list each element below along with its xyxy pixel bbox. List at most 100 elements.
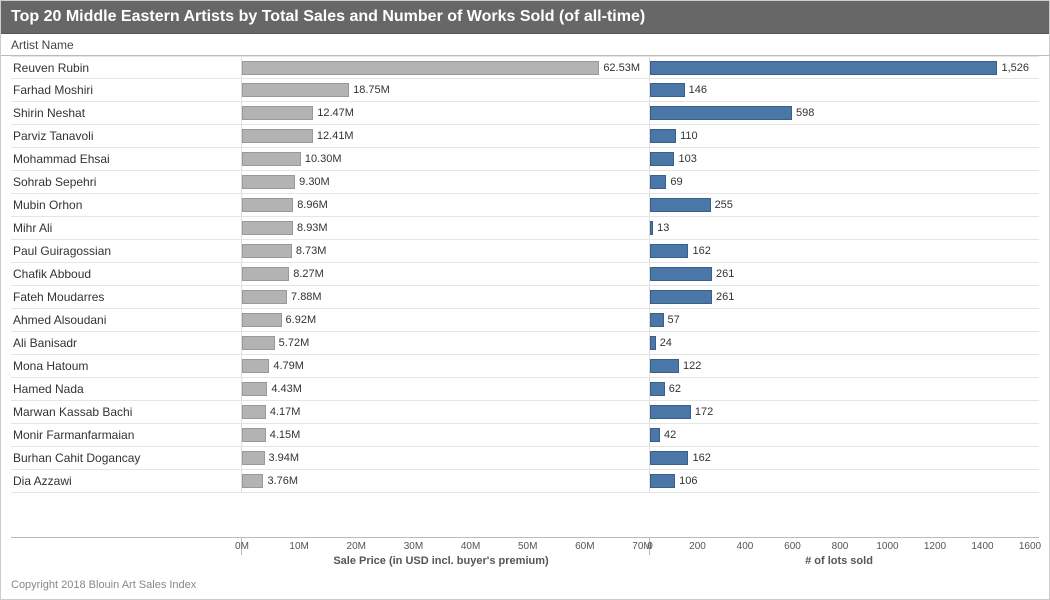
table-row: Dia Azzawi 3.76M 106 — [11, 470, 1039, 493]
sales-axis-label: Sale Price (in USD incl. buyer's premium… — [241, 555, 641, 573]
sales-cell: 4.17M — [241, 401, 641, 423]
lots-value-label: 1,526 — [1001, 62, 1029, 74]
table-row: Reuven Rubin62.53M1,526 — [11, 56, 1039, 79]
sales-axis-ticks: 0M10M20M30M40M50M60M70M — [241, 538, 641, 555]
axis-tick: 60M — [575, 541, 594, 552]
lots-bar — [650, 152, 674, 166]
table-row: Ahmed Alsoudani6.92M57 — [11, 309, 1039, 332]
sales-value-label: 62.53M — [603, 62, 640, 74]
lots-value-label: 172 — [695, 406, 713, 418]
chart-area: Reuven Rubin62.53M1,526Farhad Moshiri18.… — [1, 56, 1049, 573]
sales-value-label: 12.41M — [317, 130, 354, 142]
axis-tick: 1600 — [1019, 541, 1041, 552]
table-row: Farhad Moshiri 18.75M 146 — [11, 79, 1039, 102]
lots-cell: 122 — [649, 355, 1029, 377]
sales-cell: 8.93M — [241, 217, 641, 239]
table-row: Paul Guiragossian8.73M162 — [11, 240, 1039, 263]
artist-name: Ali Banisadr — [11, 336, 241, 350]
lots-bar — [650, 336, 656, 350]
lots-bar — [650, 428, 660, 442]
lots-bar — [650, 61, 997, 75]
lots-bar — [650, 244, 688, 258]
sales-bar — [242, 129, 313, 143]
lots-value-label: 103 — [678, 153, 696, 165]
table-row: Mohammad Ehsai10.30M 103 — [11, 148, 1039, 171]
lots-bar — [650, 267, 712, 281]
lots-bar — [650, 451, 688, 465]
lots-bar — [650, 175, 666, 189]
sales-value-label: 18.75M — [353, 84, 390, 96]
artist-name: Dia Azzawi — [11, 474, 241, 488]
column-headers: Artist Name — [1, 34, 1049, 56]
lots-cell: 255 — [649, 194, 1029, 216]
sales-bar — [242, 290, 287, 304]
table-row: Mubin Orhon8.96M255 — [11, 194, 1039, 217]
axis-tick: 1200 — [924, 541, 946, 552]
sales-bar — [242, 106, 313, 120]
axis-tick: 600 — [784, 541, 801, 552]
artist-name: Chafik Abboud — [11, 267, 241, 281]
sales-value-label: 12.47M — [317, 107, 354, 119]
lots-value-label: 57 — [668, 314, 680, 326]
lots-cell: 162 — [649, 240, 1029, 262]
lots-value-label: 24 — [660, 337, 672, 349]
sales-cell: 4.15M — [241, 424, 641, 446]
sales-bar — [242, 382, 267, 396]
lots-bar — [650, 359, 679, 373]
axis-tick: 800 — [832, 541, 849, 552]
sales-bar — [242, 221, 293, 235]
sales-value-label: 8.27M — [293, 268, 324, 280]
sales-cell: 8.27M — [241, 263, 641, 285]
table-row: Monir Farmanfarmaian4.15M42 — [11, 424, 1039, 447]
artist-name: Mohammad Ehsai — [11, 152, 241, 166]
axis-tick: 200 — [689, 541, 706, 552]
lots-cell: 261 — [649, 263, 1029, 285]
lots-value-label: 162 — [692, 452, 710, 464]
artist-name: Farhad Moshiri — [11, 83, 241, 97]
chart-container: Top 20 Middle Eastern Artists by Total S… — [0, 0, 1050, 600]
lots-value-label: 69 — [670, 176, 682, 188]
sales-value-label: 6.92M — [286, 314, 317, 326]
axis-tick: 50M — [518, 541, 537, 552]
lots-cell: 146 — [649, 79, 1029, 101]
sales-bar — [242, 244, 292, 258]
chart-title: Top 20 Middle Eastern Artists by Total S… — [1, 1, 1049, 34]
lots-value-label: 62 — [669, 383, 681, 395]
sales-cell: 10.30M — [241, 148, 641, 170]
lots-value-label: 162 — [692, 245, 710, 257]
lots-cell: 106 — [649, 470, 1029, 492]
artist-name: Parviz Tanavoli — [11, 129, 241, 143]
table-row: Mona Hatoum4.79M122 — [11, 355, 1039, 378]
sales-cell: 6.92M — [241, 309, 641, 331]
sales-bar — [242, 83, 349, 97]
axis-tick: 0M — [235, 541, 249, 552]
sales-value-label: 3.76M — [267, 475, 298, 487]
sales-value-label: 7.88M — [291, 291, 322, 303]
sales-value-label: 4.17M — [270, 406, 301, 418]
axis-spacer — [11, 538, 241, 555]
lots-value-label: 255 — [715, 199, 733, 211]
axis-tick: 40M — [461, 541, 480, 552]
sales-cell: 62.53M — [241, 57, 641, 78]
lots-value-label: 13 — [657, 222, 669, 234]
sales-bar — [242, 336, 275, 350]
lots-bar — [650, 405, 691, 419]
lots-bar — [650, 106, 792, 120]
table-row: Marwan Kassab Bachi4.17M172 — [11, 401, 1039, 424]
sales-value-label: 3.94M — [269, 452, 300, 464]
lots-value-label: 261 — [716, 291, 734, 303]
lots-bar — [650, 313, 664, 327]
lots-cell: 62 — [649, 378, 1029, 400]
lots-cell: 1,526 — [649, 57, 1029, 78]
lots-bar — [650, 129, 676, 143]
sales-value-label: 4.79M — [273, 360, 304, 372]
axis-tick: 1400 — [971, 541, 993, 552]
artist-name: Mihr Ali — [11, 221, 241, 235]
lots-cell: 162 — [649, 447, 1029, 469]
axis-tick: 20M — [347, 541, 366, 552]
lots-value-label: 122 — [683, 360, 701, 372]
table-row: Hamed Nada4.43M62 — [11, 378, 1039, 401]
sales-value-label: 8.73M — [296, 245, 327, 257]
sales-bar — [242, 474, 263, 488]
sales-value-label: 4.43M — [271, 383, 302, 395]
